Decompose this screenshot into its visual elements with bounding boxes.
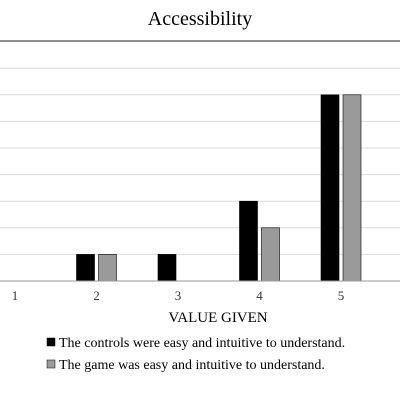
legend-swatch-0: [46, 337, 56, 347]
bar-2-series-0: [76, 254, 95, 282]
bar-4-series-0: [239, 200, 258, 282]
bar-5-series-0: [320, 94, 340, 282]
legend-label-1: The game was easy and intuitive to under…: [59, 358, 325, 373]
bar-5-series-1: [342, 94, 362, 282]
chart-title: Accessibility: [148, 8, 252, 30]
x-tick-label: 5: [338, 288, 345, 303]
x-tick-label: 2: [93, 288, 100, 303]
bar-3-series-0: [157, 254, 177, 282]
x-axis-label: VALUE GIVEN: [168, 310, 267, 326]
bars: [76, 94, 362, 282]
x-tick-label: 1: [12, 288, 19, 303]
x-tick-label: 3: [175, 288, 182, 303]
x-tick-labels: 1 2 3 4 5: [12, 288, 345, 303]
gridlines: [0, 67, 400, 255]
bar-2-series-1: [98, 254, 117, 282]
legend: The controls were easy and intuitive to …: [46, 336, 345, 373]
legend-swatch-1: [46, 359, 56, 369]
bar-4-series-1: [261, 227, 280, 282]
x-tick-label: 4: [256, 288, 263, 303]
legend-label-0: The controls were easy and intuitive to …: [59, 336, 345, 351]
